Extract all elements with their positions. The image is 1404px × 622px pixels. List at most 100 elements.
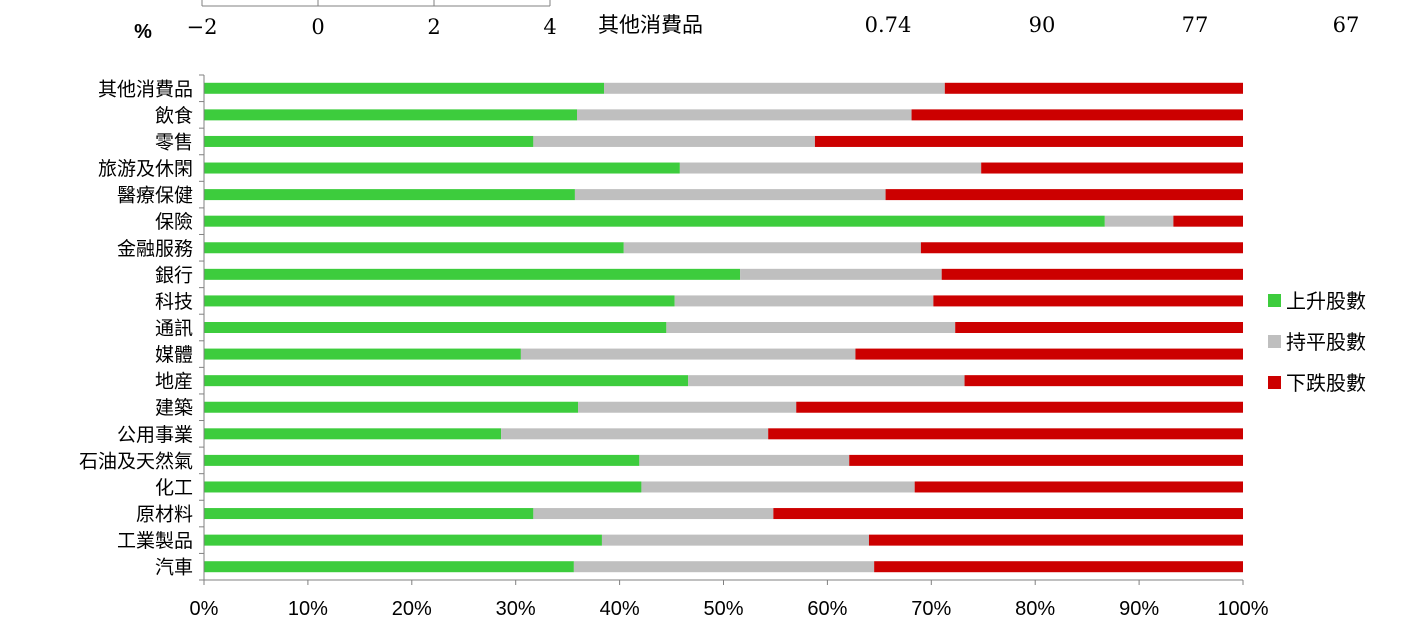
bar-segment [773,508,1243,520]
legend-swatch [1268,294,1281,307]
x-tick-label: 30% [496,598,536,620]
bar-segment [204,534,602,546]
bar-segment [933,295,1243,307]
legend-label: 上升股數 [1286,289,1366,313]
category-label: 醫療保健 [117,185,193,207]
category-label: 公用事業 [117,424,193,446]
category-label: 旅游及休閑 [98,158,193,180]
bar-segment [204,481,642,493]
bar-segment [768,428,1243,440]
bar-segment [941,268,1243,280]
category-label: 地産 [155,371,193,393]
bar-segment [204,454,640,466]
x-tick-label: 80% [1015,598,1055,620]
legend-swatch [1268,335,1281,348]
category-label: 汽車 [155,557,193,579]
top-axis-tick-label: 0 [311,15,324,39]
x-tick-label: 40% [600,598,640,620]
category-label: 飲食 [155,105,193,127]
bar-segment [204,82,605,94]
category-label: 建築 [155,397,193,419]
category-label: 石油及天然氣 [79,450,193,472]
bar-segment [578,401,797,413]
bar-segment [204,428,502,440]
category-label: 其他消費品 [98,78,193,100]
bar-segment [849,454,1243,466]
bar-segment [674,295,934,307]
bar-segment [204,295,675,307]
bar-segment [920,242,1243,254]
bar-segment [868,534,1243,546]
category-label: 銀行 [155,264,193,286]
bar-segment [604,82,945,94]
bar-segment [944,82,1243,94]
bar-segment [533,135,815,147]
bar-segment [204,215,1105,227]
bar-segment [204,401,579,413]
x-tick-label: 20% [392,598,432,620]
bar-segment [814,135,1243,147]
bar-segment [574,189,886,201]
top-row-value: 90 [1029,13,1056,37]
bar-segment [204,189,575,201]
category-label: 原材料 [136,504,193,526]
bar-segment [204,268,741,280]
bar-segment [1104,215,1174,227]
bar-segment [204,242,624,254]
category-label: 通訊 [155,318,193,340]
bar-segment [573,561,875,573]
bar-segment [501,428,769,440]
category-label: 化工 [155,477,193,499]
bar-segment [204,348,521,360]
bar-segment [520,348,856,360]
top-axis-tick-label: 4 [543,15,556,39]
bar-segment [914,481,1243,493]
top-row-label: 其他消費品 [598,13,703,37]
top-unit-label: % [134,21,152,43]
bar-segment [1173,215,1243,227]
legend-swatch [1268,376,1281,389]
bar-segment [204,508,534,520]
bar-segment [911,109,1243,121]
x-tick-label: 90% [1119,598,1159,620]
bar-segment [623,242,921,254]
bar-segment [885,189,1243,201]
category-label: 媒體 [155,344,193,366]
bar-segment [874,561,1243,573]
bar-segment [641,481,915,493]
bar-segment [688,375,965,387]
x-tick-label: 10% [288,598,328,620]
x-tick-label: 50% [703,598,743,620]
bar-segment [639,454,850,466]
bar-segment [533,508,774,520]
top-row-value: 67 [1333,13,1360,37]
bar-segment [740,268,942,280]
top-strip: % −2 0 2 4 其他消費品 0.74 90 77 67 [134,0,1359,43]
bar-segment [577,109,912,121]
category-label: 科技 [155,291,193,313]
top-row-value: 77 [1182,13,1209,37]
bar-segment [601,534,869,546]
bar-segment [204,162,680,174]
bar-segment [666,322,956,333]
top-axis-tick-label: 2 [427,15,440,39]
category-label: 零售 [155,131,193,153]
bar-segment [981,162,1243,174]
plot-area: 其他消費品飲食零售旅游及休閑醫療保健保險金融服務銀行科技通訊媒體地産建築公用事業… [79,74,1269,620]
legend-label: 下跌股數 [1286,371,1366,395]
bar-segment [955,322,1243,333]
x-tick-label: 70% [911,598,951,620]
top-axis-tick-label: −2 [187,15,218,39]
category-label: 金融服務 [117,238,193,260]
top-row-value: 0.74 [865,13,912,37]
legend-label: 持平股數 [1286,330,1366,354]
bar-segment [855,348,1243,360]
bar-segment [964,375,1243,387]
category-label: 工業製品 [117,530,193,552]
bar-segment [204,375,689,387]
bar-segment [679,162,982,174]
bar-segment [796,401,1243,413]
category-label: 保險 [155,211,193,233]
bar-segment [204,322,667,333]
